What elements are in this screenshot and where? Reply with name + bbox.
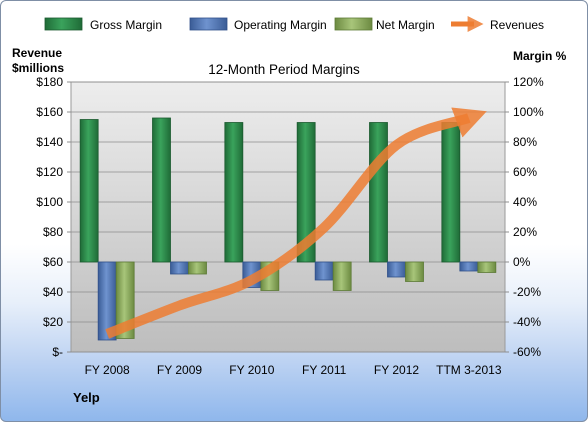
- legend-item-net-margin: Net Margin: [334, 17, 435, 32]
- right-tick-label: 80%: [513, 135, 537, 149]
- legend-item-revenues: Revenues: [451, 15, 544, 33]
- right-tick-label: 20%: [513, 225, 537, 239]
- left-tick-label: $100: [36, 195, 63, 209]
- bar-gross-margin: [152, 117, 171, 263]
- left-tick-label: $120: [36, 165, 63, 179]
- legend: Gross Margin Operating Margin Net Margin…: [44, 15, 544, 33]
- bar-net-margin: [188, 261, 207, 275]
- bar-net-margin: [332, 261, 352, 291]
- bar-operating-margin: [459, 261, 479, 272]
- bar-operating-margin: [170, 261, 189, 275]
- bar-gross-margin: [296, 122, 316, 263]
- chart-title: 12-Month Period Margins: [208, 62, 360, 77]
- right-axis-label: Margin %: [513, 49, 567, 63]
- legend-label-gross-margin: Gross Margin: [90, 18, 162, 32]
- axis-ticks: $- $20 $40 $60 $80 $100 $120 $140 $160 $180 -60% -4…: [36, 75, 544, 377]
- right-tick-label: -20%: [513, 285, 541, 299]
- legend-swatch-gross-margin: [44, 17, 83, 31]
- company-label: Yelp: [73, 390, 100, 405]
- right-tick-label: -40%: [513, 315, 541, 329]
- bar-operating-margin: [314, 261, 334, 281]
- category-label: FY 2008: [85, 363, 130, 377]
- legend-swatch-net-margin: [334, 17, 373, 31]
- legend-label-net-margin: Net Margin: [376, 18, 435, 32]
- left-tick-label: $-: [52, 345, 63, 359]
- category-label: FY 2009: [157, 363, 202, 377]
- revenues-line-path: [105, 107, 487, 339]
- legend-item-operating-margin: Operating Margin: [189, 17, 327, 32]
- bar-gross-margin: [79, 119, 99, 263]
- category-label: FY 2010: [229, 363, 274, 377]
- left-tick-label: $40: [43, 285, 63, 299]
- right-tick-label: -60%: [513, 345, 541, 359]
- bar-operating-margin: [387, 261, 406, 278]
- left-tick-label: $140: [36, 135, 63, 149]
- legend-swatch-operating-margin: [189, 17, 228, 31]
- left-tick-label: $180: [36, 75, 63, 89]
- left-axis-label-line2: $millions: [12, 61, 64, 75]
- left-tick-label: $80: [43, 225, 63, 239]
- right-tick-label: 100%: [513, 105, 544, 119]
- right-tick-label: 40%: [513, 195, 537, 209]
- right-tick-label: 120%: [513, 75, 544, 89]
- left-tick-label: $20: [43, 315, 63, 329]
- revenue-line: [105, 107, 487, 339]
- bar-net-margin: [477, 261, 497, 273]
- legend-label-operating-margin: Operating Margin: [234, 18, 327, 32]
- left-tick-label: $60: [43, 255, 63, 269]
- category-label: FY 2012: [374, 363, 419, 377]
- bar-gross-margin: [441, 122, 461, 263]
- category-label: TTM 3-2013: [436, 363, 502, 377]
- bar-gross-margin: [224, 122, 244, 263]
- right-tick-label: 0%: [513, 255, 531, 269]
- right-tick-label: 60%: [513, 165, 537, 179]
- category-label: FY 2011: [302, 363, 347, 377]
- bar-gross-margin: [369, 122, 388, 263]
- left-axis-label-line1: Revenue: [12, 46, 62, 60]
- legend-item-gross-margin: Gross Margin: [44, 17, 162, 32]
- legend-label-revenues: Revenues: [490, 18, 544, 32]
- left-tick-label: $160: [36, 105, 63, 119]
- bar-net-margin: [405, 261, 424, 282]
- bar-net-margin: [115, 261, 135, 339]
